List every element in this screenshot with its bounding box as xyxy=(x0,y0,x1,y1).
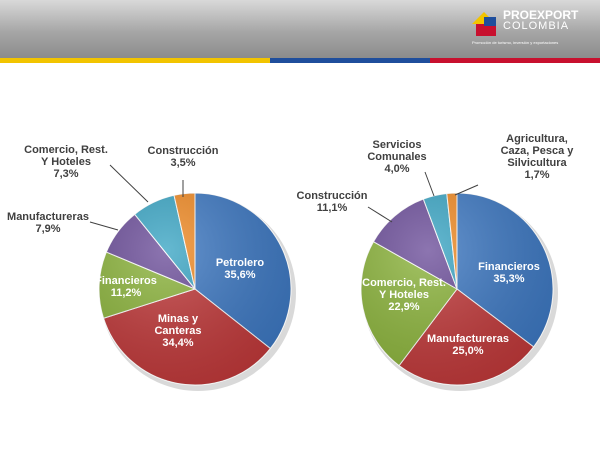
pie-2-data-label-2: Manufactureras 25,0% xyxy=(427,333,509,357)
pie-2-data-label-6: Agricultura, Caza, Pesca y Silvicultura 1,7… xyxy=(501,133,575,181)
pie-2-leader-line-5 xyxy=(424,171,435,197)
pie-2-leader-line-4 xyxy=(367,206,393,223)
logo-tagline: Promoción de turismo, inversión y export… xyxy=(472,40,559,45)
pie-1-data-label-1: Petrolero 35,6% xyxy=(216,257,265,281)
stripe-blue xyxy=(270,58,430,63)
pie-2-data-label-5: Servicios Comunales 4,0% xyxy=(367,139,426,175)
pie-1-data-label-5: Comercio, Rest. Y Hoteles 7,3% xyxy=(24,144,108,180)
color-stripes xyxy=(0,58,600,63)
logo-mark-icon xyxy=(472,12,496,36)
logo-subtitle: COLOMBIA xyxy=(503,20,570,32)
pie-1-data-label-2: Minas y Canteras 34,4% xyxy=(154,313,201,349)
pie-charts: Petrolero 35,6% Minas y Canteras 34,4% Financ… xyxy=(7,133,575,391)
pie-1-data-label-3: Financieros 11,2% xyxy=(95,275,157,299)
stripe-yellow xyxy=(0,58,270,63)
pie-1-data-label-6: Construcción 3,5% xyxy=(148,145,219,169)
pie-1-data-label-4: Manufactureras 7,9% xyxy=(7,211,89,235)
pie-2-data-label-1: Financieros 35,3% xyxy=(478,261,540,285)
pie-1-leader-line-5 xyxy=(109,164,149,203)
pie-1-gloss xyxy=(99,193,291,385)
pie-2-gloss xyxy=(361,193,553,385)
pie-2-leader-line-6 xyxy=(454,184,479,196)
header-bar: PROEXPORT COLOMBIA Promoción de turismo,… xyxy=(0,0,600,58)
proexport-logo: PROEXPORT COLOMBIA Promoción de turismo,… xyxy=(470,6,588,52)
pie-1-leader-line-4 xyxy=(89,221,119,231)
pie-2-data-label-4: Construcción 11,1% xyxy=(297,190,368,214)
pie-2-data-label-3: Comercio, Rest. Y Hoteles 22,9% xyxy=(362,277,446,313)
stripe-red xyxy=(430,58,600,63)
logo-name: PROEXPORT xyxy=(503,8,579,22)
